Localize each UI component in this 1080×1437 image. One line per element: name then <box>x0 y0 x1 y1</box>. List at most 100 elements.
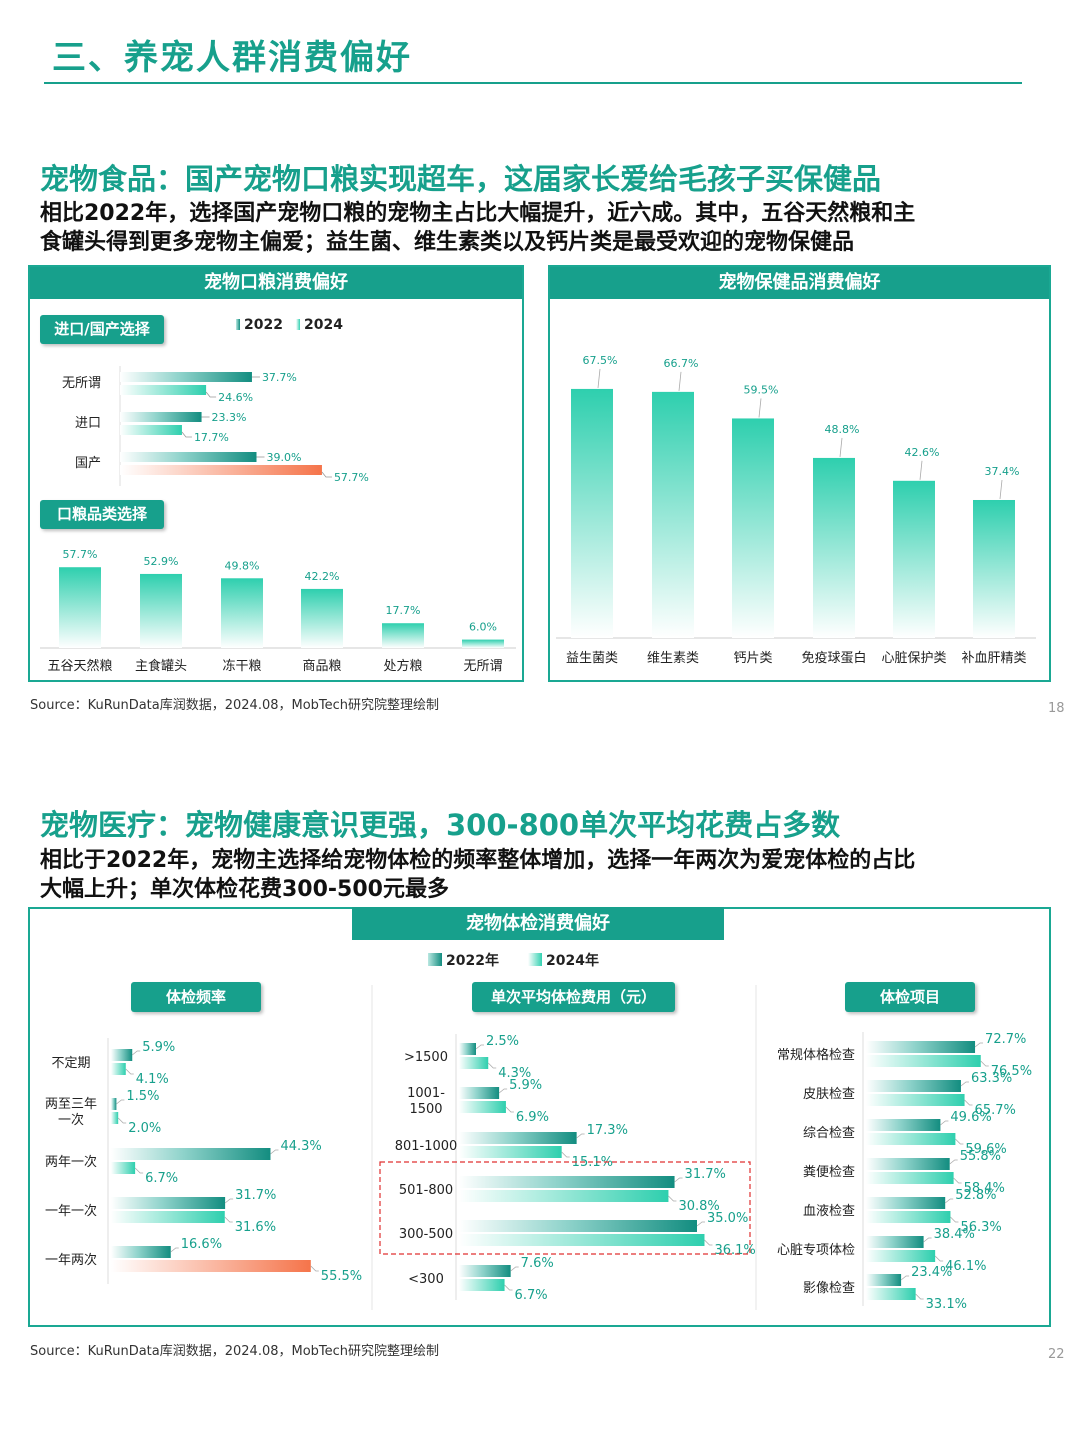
freq-value-2024: 4.1% <box>136 1072 169 1087</box>
cost-leader-2022 <box>510 1266 519 1272</box>
freq-bar-2022 <box>111 1197 226 1209</box>
items-bar-2022 <box>866 1119 941 1131</box>
origin-bar-2024 <box>120 465 322 475</box>
cost-bar-2022 <box>459 1043 476 1055</box>
origin-category-label: 国产 <box>75 456 101 471</box>
section1-subtitle-line2: 食罐头得到更多宠物主偏爱；益生菌、维生素类以及钙片类是最受欢迎的宠物保健品 <box>40 230 855 255</box>
section1-page-number: 18 <box>1048 701 1065 716</box>
cost-category-label: <300 <box>408 1272 444 1287</box>
items-category-label: 血液检查 <box>803 1204 855 1219</box>
items-bar-2022 <box>866 1197 946 1209</box>
supplement-value-label: 59.5% <box>744 383 779 396</box>
supplement-leader <box>758 398 762 418</box>
cost-value-2022: 35.0% <box>707 1211 748 1226</box>
cost-category-label: 801-1000 <box>395 1139 458 1154</box>
items-category-label: 心脏专项体检 <box>777 1243 855 1258</box>
freq-leader-2024 <box>310 1265 319 1272</box>
cost-leader-2024 <box>704 1239 713 1246</box>
items-category-label: 影像检查 <box>803 1281 855 1296</box>
items-bar-2024 <box>866 1055 981 1067</box>
cost-value-2022: 5.9% <box>509 1078 542 1093</box>
freq-bar-2024 <box>111 1112 119 1124</box>
supplement-tick-label: 维生素类 <box>647 651 699 666</box>
freq-leader-2022 <box>224 1198 234 1204</box>
supplement-bar <box>571 388 613 638</box>
items-leader-2024 <box>915 1293 924 1300</box>
section2-subtitle-line2: 大幅上升；单次体检花费300-500元最多 <box>40 877 449 902</box>
checkup-preference-panel-title: 宠物体检消费偏好 <box>352 907 724 940</box>
cost-value-2024: 6.9% <box>516 1110 549 1125</box>
items-bar-2024 <box>866 1133 956 1145</box>
legend-2024-swatch <box>296 319 300 330</box>
category-bar <box>140 573 182 648</box>
cost-leader-2022 <box>696 1221 705 1227</box>
supplement-leader <box>678 371 682 391</box>
items-value-2024: 56.3% <box>960 1220 1001 1235</box>
origin-leader-2024 <box>205 391 217 398</box>
legend-2024: 2024 <box>296 317 343 333</box>
category-bar <box>221 578 263 648</box>
section2-subtitle-line1: 相比于2022年，宠物主选择给宠物体检的频率整体增加，选择一年两次为爱宠体检的占… <box>40 848 916 873</box>
supplement-bar <box>732 418 774 638</box>
category-tick-label: 处方粮 <box>383 658 422 674</box>
items-value-2024: 59.6% <box>965 1142 1006 1157</box>
cost-bar-2022 <box>459 1176 675 1188</box>
category-tick-label: 五谷天然粮 <box>47 658 112 674</box>
freq-value-2024: 6.7% <box>145 1171 178 1186</box>
items-value-2022: 63.3% <box>971 1071 1012 1086</box>
category-value-label: 49.8% <box>225 559 260 572</box>
cost-bar-2024 <box>459 1190 669 1202</box>
items-leader-2024 <box>950 1216 959 1223</box>
items-bar-2022 <box>866 1274 902 1286</box>
items-leader-2024 <box>964 1099 973 1106</box>
category-value-label: 17.7% <box>386 604 421 617</box>
supplement-bar <box>893 480 935 638</box>
category-bar <box>59 567 101 648</box>
checkup-items-pill: 体检项目 <box>845 982 975 1012</box>
cost-leader-2024 <box>487 1062 497 1069</box>
supplement-value-label: 42.6% <box>905 446 940 459</box>
supplement-tick-label: 益生菌类 <box>566 651 618 666</box>
freq-bar-2024 <box>111 1211 225 1223</box>
freq-value-2022: 31.7% <box>235 1188 276 1203</box>
supplement-leader <box>999 479 1003 500</box>
cost-value-2022: 7.6% <box>521 1256 554 1271</box>
origin-leader-2024 <box>321 471 332 478</box>
origin-value-2024: 17.7% <box>194 431 229 444</box>
origin-value-2024: 24.6% <box>218 391 253 404</box>
items-leader-2024 <box>980 1060 989 1067</box>
items-value-2022: 49.6% <box>950 1110 991 1125</box>
items-category-label: 综合检查 <box>803 1126 855 1141</box>
freq-bar-2022 <box>111 1148 271 1160</box>
items-value-2024: 65.7% <box>975 1103 1016 1118</box>
cost-value-2022: 2.5% <box>486 1034 519 1049</box>
origin-bar-2022 <box>120 372 252 382</box>
items-leader-2022 <box>900 1275 910 1281</box>
cost-bar-2024 <box>459 1101 506 1113</box>
supplement-bar <box>813 457 855 638</box>
freq-value-2022: 1.5% <box>126 1089 159 1104</box>
supplement-preference-panel-title: 宠物保健品消费偏好 <box>550 267 1049 299</box>
items-value-2024: 33.1% <box>926 1297 967 1312</box>
cost-value-2024: 30.8% <box>678 1199 719 1214</box>
origin-bar-2024 <box>120 425 182 435</box>
origin-value-2022: 37.7% <box>262 371 297 384</box>
cost-leader-2022 <box>674 1177 683 1183</box>
cost-category-label: 501-800 <box>399 1183 453 1198</box>
section1-charts: 无所谓 37.7% 24.6% 进口 23.3% 17.7% 国产 39.0% 57.7% 57… <box>40 354 1036 674</box>
checkup-frequency-pill: 体检频率 <box>131 982 261 1012</box>
legend-2022-swatch <box>236 319 240 330</box>
origin-bar-2024 <box>120 385 207 395</box>
cost-bar-2024 <box>459 1279 505 1291</box>
items-value-2024: 76.5% <box>991 1064 1032 1079</box>
items-bar-2022 <box>866 1041 976 1053</box>
origin-choice-pill: 进口/国产选择 <box>40 315 164 344</box>
items-bar-2024 <box>866 1288 916 1300</box>
origin-value-2022: 23.3% <box>212 411 247 424</box>
food-category-pill: 口粮品类选择 <box>40 500 164 529</box>
items-leader-2024 <box>934 1255 944 1262</box>
page-title: 三、养宠人群消费偏好 <box>52 38 412 78</box>
items-leader-2022 <box>940 1120 949 1126</box>
items-leader-2022 <box>923 1237 932 1243</box>
